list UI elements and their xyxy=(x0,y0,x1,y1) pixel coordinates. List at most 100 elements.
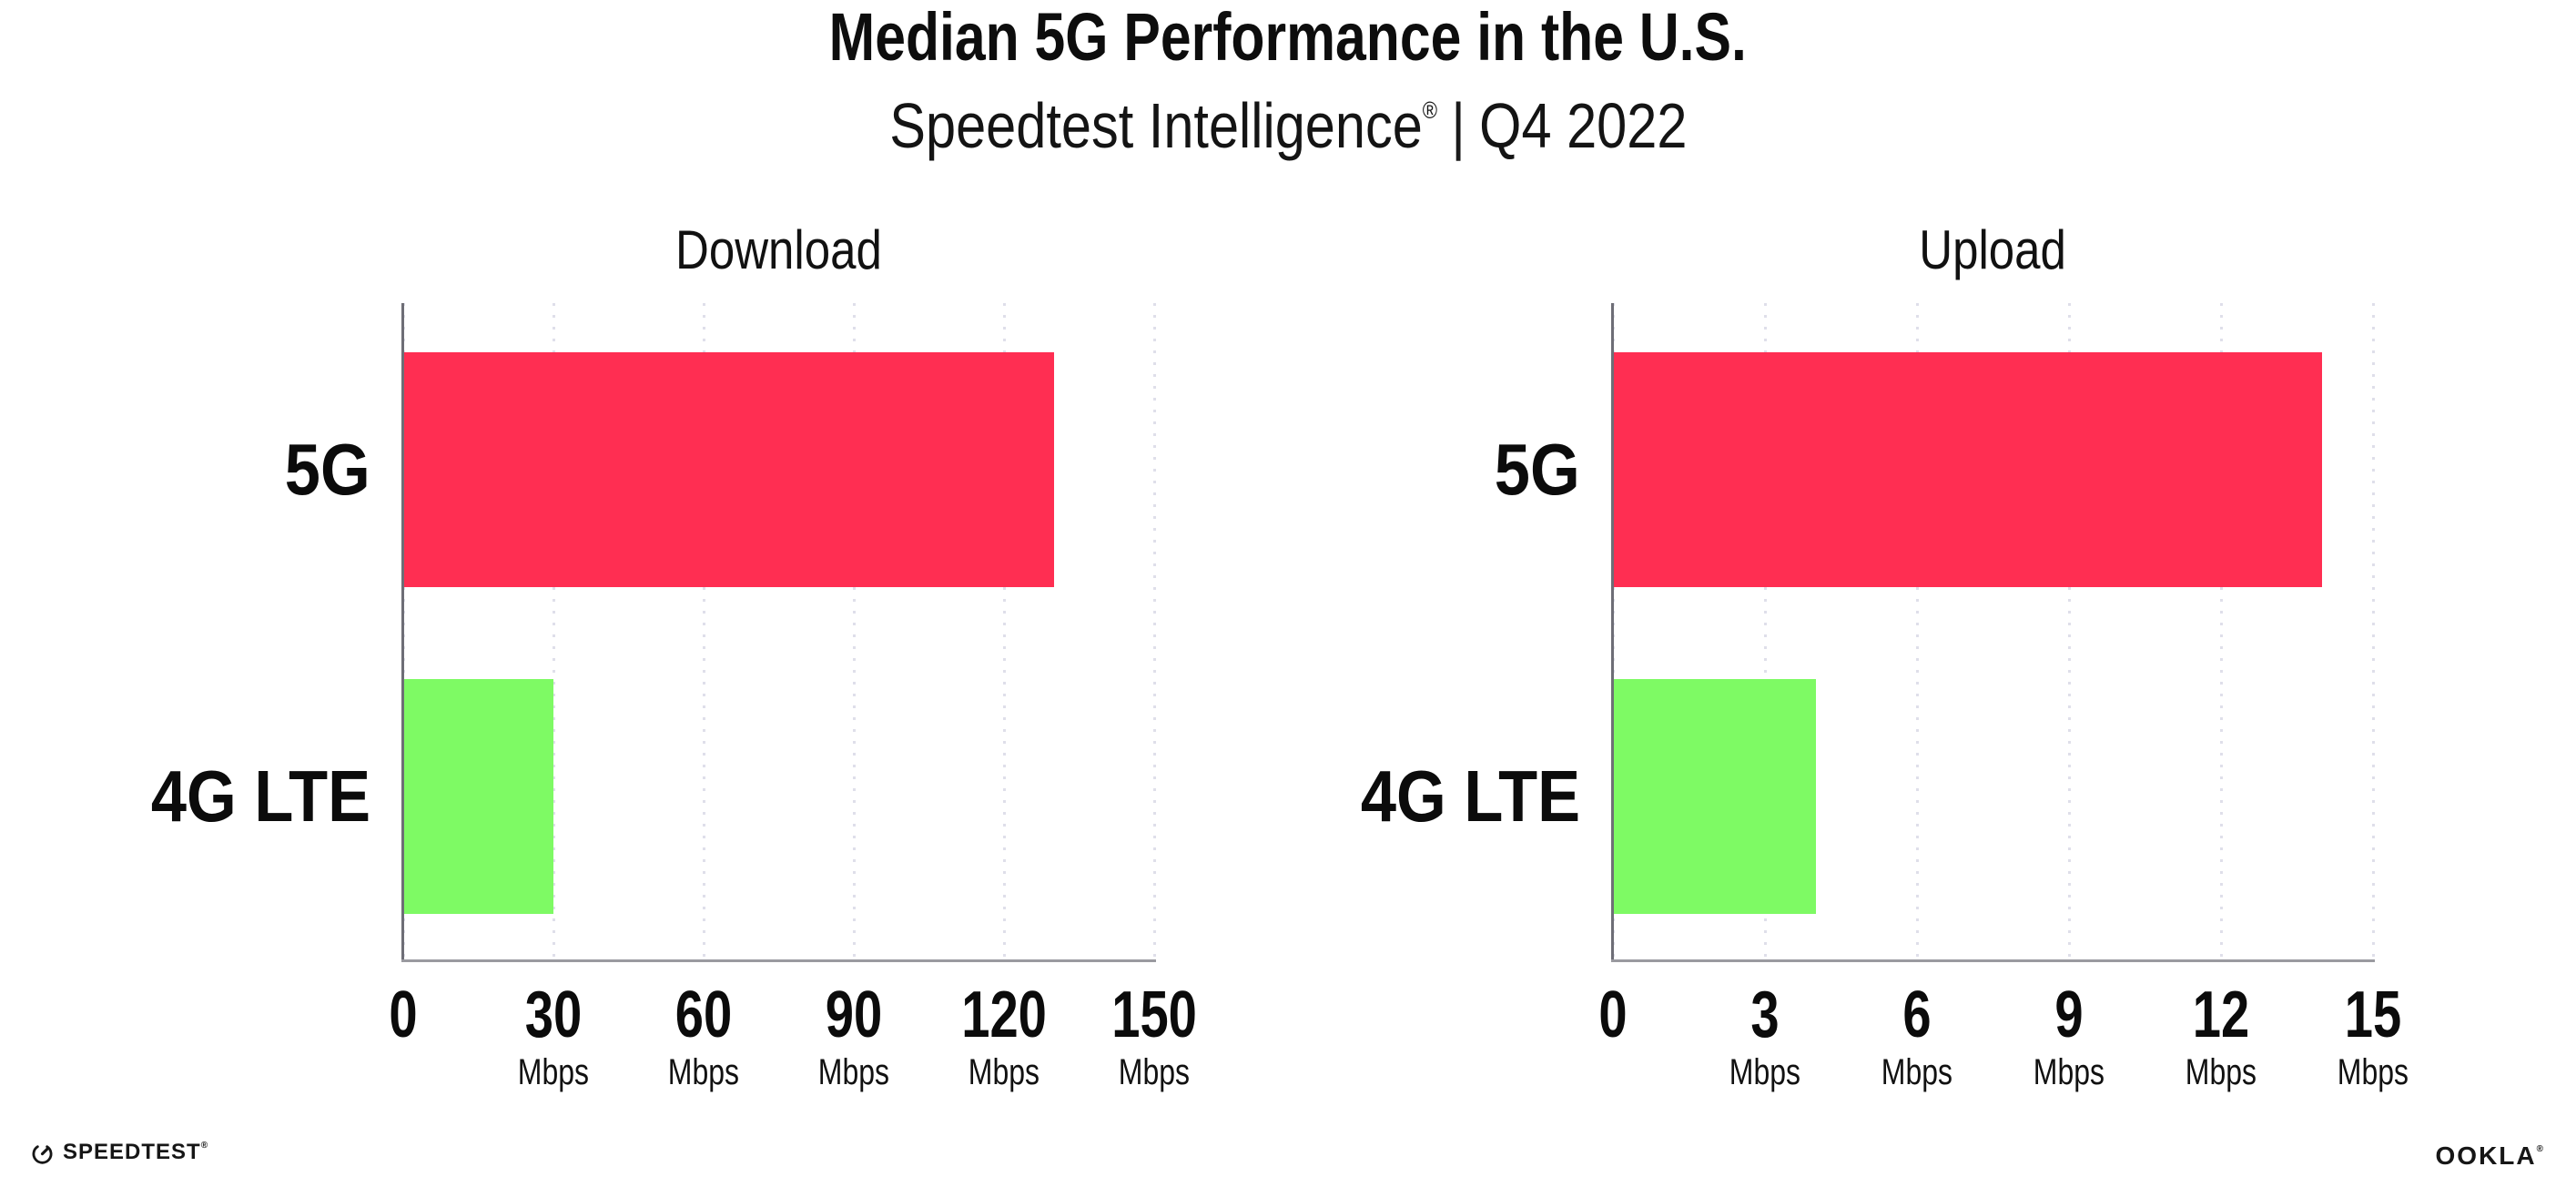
x-tick-unit: Mbps xyxy=(1674,1051,1856,1093)
x-tick-unit-text: Mbps xyxy=(2337,1052,2409,1092)
gridline-upload-9 xyxy=(2068,303,2071,959)
x-tick-unit-text: Mbps xyxy=(968,1052,1040,1092)
category-label-4g-lte-download: 4G LTE xyxy=(97,756,370,837)
x-tick-value: 0 xyxy=(1522,980,1704,1050)
gridline-upload-12 xyxy=(2220,303,2223,959)
category-label-text: 4G LTE xyxy=(1360,756,1580,837)
plot-title-download: Download xyxy=(403,220,1154,280)
x-tick-value-text: 60 xyxy=(674,979,733,1051)
x-tick-value: 30 xyxy=(462,980,644,1050)
x-tick-value: 90 xyxy=(763,980,945,1050)
speedtest-wordmark: SPEEDTEST® xyxy=(63,1140,208,1165)
gridline-download-150 xyxy=(1153,303,1156,959)
x-axis-download xyxy=(401,959,1156,962)
x-axis-upload xyxy=(1611,959,2375,962)
x-tick-value: 120 xyxy=(913,980,1095,1050)
x-tick-unit: Mbps xyxy=(1826,1051,2008,1093)
registered-trademark-mark: ® xyxy=(1422,96,1437,124)
y-axis-upload xyxy=(1611,303,1614,962)
plot-title-upload: Upload xyxy=(1613,220,2373,280)
page-title-text: Median 5G Performance in the U.S. xyxy=(828,0,1748,75)
x-tick-value: 12 xyxy=(2130,980,2312,1050)
speedtest-label: SPEEDTEST xyxy=(63,1140,201,1164)
x-tick-unit: Mbps xyxy=(913,1051,1095,1093)
category-label-5g-upload: 5G xyxy=(1307,430,1580,510)
x-tick-value: 15 xyxy=(2282,980,2464,1050)
plot-title-text: Upload xyxy=(1919,219,2067,280)
x-tick-download-90: 90 Mbps xyxy=(763,980,945,1093)
x-tick-unit-text: Mbps xyxy=(817,1052,890,1092)
bar-5g-upload xyxy=(1613,352,2322,587)
x-tick-unit: Mbps xyxy=(462,1051,644,1093)
x-tick-unit: Mbps xyxy=(2282,1051,2464,1093)
gridline-upload-3 xyxy=(1764,303,1767,959)
speedtest-logo: SPEEDTEST® xyxy=(30,1137,208,1168)
x-tick-unit: Mbps xyxy=(763,1051,945,1093)
category-label-text: 5G xyxy=(285,429,370,510)
x-tick-value-text: 90 xyxy=(825,979,883,1051)
x-tick-upload-15: 15 Mbps xyxy=(2282,980,2464,1093)
x-tick-value: 3 xyxy=(1674,980,1856,1050)
x-tick-unit: Mbps xyxy=(613,1051,795,1093)
x-tick-download-0: 0 xyxy=(312,980,494,1050)
x-tick-upload-0: 0 xyxy=(1522,980,1704,1050)
x-tick-value-text: 120 xyxy=(961,979,1047,1051)
x-tick-unit: Mbps xyxy=(1978,1051,2160,1093)
x-tick-unit-text: Mbps xyxy=(1118,1052,1191,1092)
x-tick-unit: Mbps xyxy=(1063,1051,1245,1093)
speedtest-gauge-icon xyxy=(32,1144,53,1164)
x-tick-value-text: 15 xyxy=(2344,979,2402,1051)
category-label-5g-download: 5G xyxy=(97,430,370,510)
x-tick-upload-9: 9 Mbps xyxy=(1978,980,2160,1093)
gridline-download-60 xyxy=(703,303,705,959)
gridline-upload-6 xyxy=(1916,303,1919,959)
subtitle-product: Speedtest Intelligence xyxy=(888,90,1423,161)
x-tick-unit: Mbps xyxy=(2130,1051,2312,1093)
ookla-trademark-mark: ® xyxy=(2536,1144,2543,1154)
x-tick-download-150: 150 Mbps xyxy=(1063,980,1245,1093)
x-tick-value-text: 3 xyxy=(1750,979,1780,1051)
category-label-text: 5G xyxy=(1495,429,1580,510)
page-subtitle: Speedtest Intelligence® | Q4 2022 xyxy=(0,76,2576,159)
x-tick-value: 6 xyxy=(1826,980,2008,1050)
x-tick-download-30: 30 Mbps xyxy=(462,980,644,1093)
x-tick-unit-text: Mbps xyxy=(2033,1052,2105,1092)
x-tick-value: 150 xyxy=(1063,980,1245,1050)
category-label-4g-lte-upload: 4G LTE xyxy=(1307,756,1580,837)
ookla-logo: OOKLA® xyxy=(2436,1141,2543,1171)
x-tick-value-text: 6 xyxy=(1902,979,1932,1051)
x-tick-upload-3: 3 Mbps xyxy=(1674,980,1856,1093)
x-tick-unit-text: Mbps xyxy=(1881,1052,1953,1092)
bar-4g-lte-download xyxy=(403,679,553,914)
x-tick-value-text: 30 xyxy=(524,979,583,1051)
subtitle-period: Q4 2022 xyxy=(1478,90,1688,161)
page-title: Median 5G Performance in the U.S. xyxy=(0,2,2576,73)
x-tick-value-text: 150 xyxy=(1111,979,1197,1051)
x-tick-value: 0 xyxy=(312,980,494,1050)
x-tick-upload-12: 12 Mbps xyxy=(2130,980,2312,1093)
gridline-download-90 xyxy=(853,303,856,959)
x-tick-value-text: 0 xyxy=(389,979,418,1051)
x-tick-value: 60 xyxy=(613,980,795,1050)
ookla-label: OOKLA xyxy=(2435,1141,2537,1170)
bar-4g-lte-upload xyxy=(1613,679,1816,914)
gridline-download-120 xyxy=(1003,303,1006,959)
x-tick-value-text: 12 xyxy=(2192,979,2250,1051)
x-tick-download-120: 120 Mbps xyxy=(913,980,1095,1093)
x-tick-upload-6: 6 Mbps xyxy=(1826,980,2008,1093)
x-tick-unit-text: Mbps xyxy=(517,1052,590,1092)
bar-5g-download xyxy=(403,352,1054,587)
x-tick-value-text: 0 xyxy=(1598,979,1628,1051)
page-subtitle-text: Speedtest Intelligence® | Q4 2022 xyxy=(889,76,1687,159)
gridline-download-30 xyxy=(553,303,555,959)
subtitle-separator: | xyxy=(1451,90,1465,161)
plot-title-text: Download xyxy=(675,219,882,280)
x-tick-unit-text: Mbps xyxy=(2185,1052,2257,1092)
x-tick-value-text: 9 xyxy=(2054,979,2084,1051)
category-label-text: 4G LTE xyxy=(150,756,370,837)
speedtest-trademark-mark: ® xyxy=(200,1141,208,1151)
y-axis-download xyxy=(401,303,404,962)
x-tick-unit-text: Mbps xyxy=(667,1052,740,1092)
